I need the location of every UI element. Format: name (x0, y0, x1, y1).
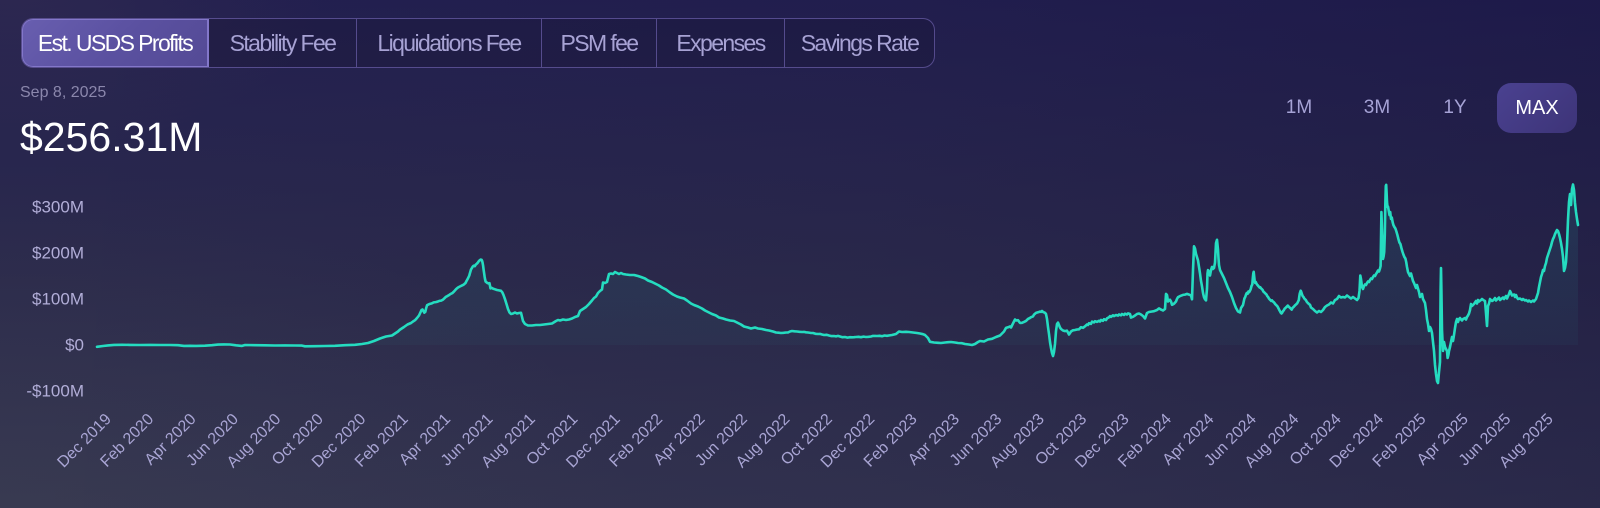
svg-text:$100M: $100M (32, 289, 84, 308)
svg-text:$300M: $300M (32, 197, 84, 216)
svg-text:$0: $0 (65, 336, 84, 355)
svg-text:$200M: $200M (32, 243, 84, 262)
svg-text:-$100M: -$100M (26, 382, 84, 401)
